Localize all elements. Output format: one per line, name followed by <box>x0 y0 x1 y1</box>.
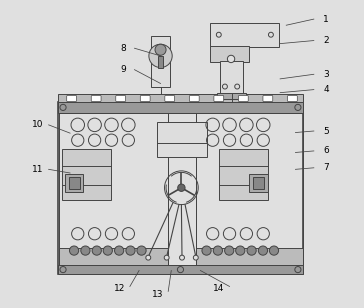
FancyBboxPatch shape <box>238 95 248 102</box>
Bar <box>58 102 303 113</box>
Text: 10: 10 <box>32 120 43 129</box>
Text: 12: 12 <box>114 284 125 293</box>
Circle shape <box>146 255 151 260</box>
FancyBboxPatch shape <box>140 95 150 102</box>
FancyBboxPatch shape <box>263 95 273 102</box>
FancyBboxPatch shape <box>189 95 199 102</box>
Circle shape <box>247 246 256 255</box>
FancyBboxPatch shape <box>91 95 101 102</box>
Circle shape <box>193 255 198 260</box>
Bar <box>220 61 243 94</box>
Bar <box>62 149 111 200</box>
Circle shape <box>164 255 169 260</box>
Bar <box>59 248 168 265</box>
Circle shape <box>126 246 135 255</box>
Bar <box>151 36 170 87</box>
Bar <box>249 174 268 192</box>
FancyBboxPatch shape <box>116 95 126 102</box>
Bar <box>217 93 246 99</box>
Circle shape <box>236 246 245 255</box>
Text: 3: 3 <box>323 70 329 79</box>
Text: 9: 9 <box>121 65 127 74</box>
Bar <box>219 149 268 200</box>
Bar <box>168 113 196 265</box>
FancyBboxPatch shape <box>67 95 76 102</box>
Circle shape <box>115 246 124 255</box>
Circle shape <box>213 246 222 255</box>
Circle shape <box>155 44 166 55</box>
FancyBboxPatch shape <box>288 95 297 102</box>
Bar <box>210 46 249 62</box>
Bar <box>65 174 83 192</box>
Circle shape <box>178 184 185 191</box>
Circle shape <box>202 246 211 255</box>
Circle shape <box>258 246 268 255</box>
Bar <box>68 177 80 189</box>
Bar <box>59 113 168 265</box>
Text: 6: 6 <box>323 146 329 156</box>
Circle shape <box>103 246 112 255</box>
Text: 14: 14 <box>213 284 225 293</box>
Circle shape <box>81 246 90 255</box>
Text: 1: 1 <box>323 14 329 24</box>
Bar <box>58 94 303 102</box>
FancyBboxPatch shape <box>214 95 224 102</box>
Bar <box>58 102 303 274</box>
Circle shape <box>149 44 172 67</box>
Text: 7: 7 <box>323 163 329 172</box>
Circle shape <box>137 246 146 255</box>
Bar <box>196 113 303 265</box>
Text: 13: 13 <box>152 290 163 299</box>
Circle shape <box>179 255 185 260</box>
Circle shape <box>70 246 79 255</box>
Circle shape <box>92 246 101 255</box>
FancyBboxPatch shape <box>165 95 175 102</box>
Bar <box>253 177 264 189</box>
Bar <box>158 122 206 157</box>
Bar <box>158 56 163 68</box>
Circle shape <box>269 246 278 255</box>
Bar <box>210 23 278 47</box>
Bar <box>58 265 303 274</box>
Text: 4: 4 <box>323 85 329 94</box>
Bar <box>196 248 303 265</box>
Text: 2: 2 <box>323 36 329 45</box>
Circle shape <box>225 246 234 255</box>
Text: 8: 8 <box>121 44 127 53</box>
Text: 11: 11 <box>32 165 43 174</box>
Circle shape <box>228 55 235 63</box>
Text: 5: 5 <box>323 127 329 136</box>
